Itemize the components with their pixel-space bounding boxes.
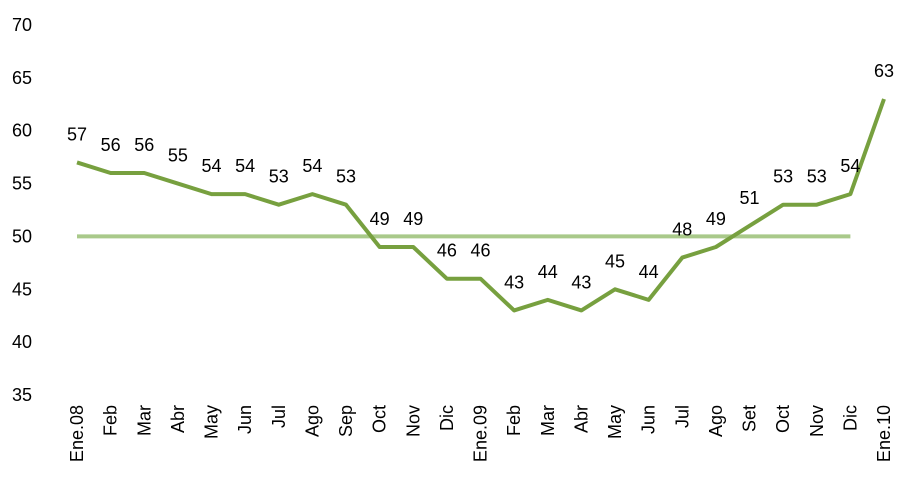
data-label: 51 [739,188,759,208]
data-label: 53 [336,167,356,187]
x-tick-label: Ago [302,405,322,437]
x-tick-label: May [202,405,222,439]
x-tick-label: Jun [639,405,659,434]
x-tick-label: Ene.10 [874,405,894,462]
x-tick-label: Feb [101,405,121,436]
data-label: 54 [235,156,255,176]
data-label: 63 [874,61,894,81]
x-tick-label: Dic [840,405,860,431]
data-label: 54 [840,156,860,176]
data-label: 53 [773,167,793,187]
data-line [76,98,886,313]
data-label: 53 [807,167,827,187]
x-tick-label: Nov [403,405,423,437]
x-tick-label: Abr [571,405,591,433]
y-tick-label: 60 [12,121,32,141]
x-tick-label: May [605,405,625,439]
data-label: 45 [605,251,625,271]
data-label: 44 [538,262,558,282]
y-tick-label: 40 [12,332,32,352]
data-label: 55 [168,146,188,166]
x-tick-label: Oct [370,405,390,433]
data-label: 49 [403,209,423,229]
x-tick-label: Oct [773,405,793,433]
x-tick-label: Nov [807,405,827,437]
data-label: 43 [504,272,524,292]
data-label: 54 [201,156,221,176]
data-label: 54 [302,156,322,176]
data-label: 49 [706,209,726,229]
x-tick-label: Mar [538,405,558,436]
x-tick-label: Mar [134,405,154,436]
x-tick-label: Dic [437,405,457,431]
data-label: 57 [67,124,87,144]
data-label: 44 [639,262,659,282]
data-label: 48 [672,220,692,240]
x-tick-label: Jul [672,405,692,428]
y-tick-label: 65 [12,68,32,88]
x-tick-label: Abr [168,405,188,433]
x-tick-label: Feb [504,405,524,436]
y-tick-label: 35 [12,385,32,405]
y-tick-label: 70 [12,15,32,35]
data-label: 56 [134,135,154,155]
data-label: 46 [470,241,490,261]
data-label: 43 [571,272,591,292]
x-tick-label: Ene.08 [67,405,87,462]
x-tick-label: Jun [235,405,255,434]
data-label: 56 [101,135,121,155]
x-tick-label: Set [740,405,760,432]
x-tick-label: Ago [706,405,726,437]
data-label: 49 [370,209,390,229]
data-label: 46 [437,241,457,261]
y-tick-label: 50 [12,226,32,246]
data-label: 53 [269,167,289,187]
y-tick-label: 45 [12,279,32,299]
x-tick-label: Sep [336,405,356,437]
x-tick-label: Ene.09 [471,405,491,462]
y-tick-label: 55 [12,174,32,194]
x-tick-label: Jul [269,405,289,428]
